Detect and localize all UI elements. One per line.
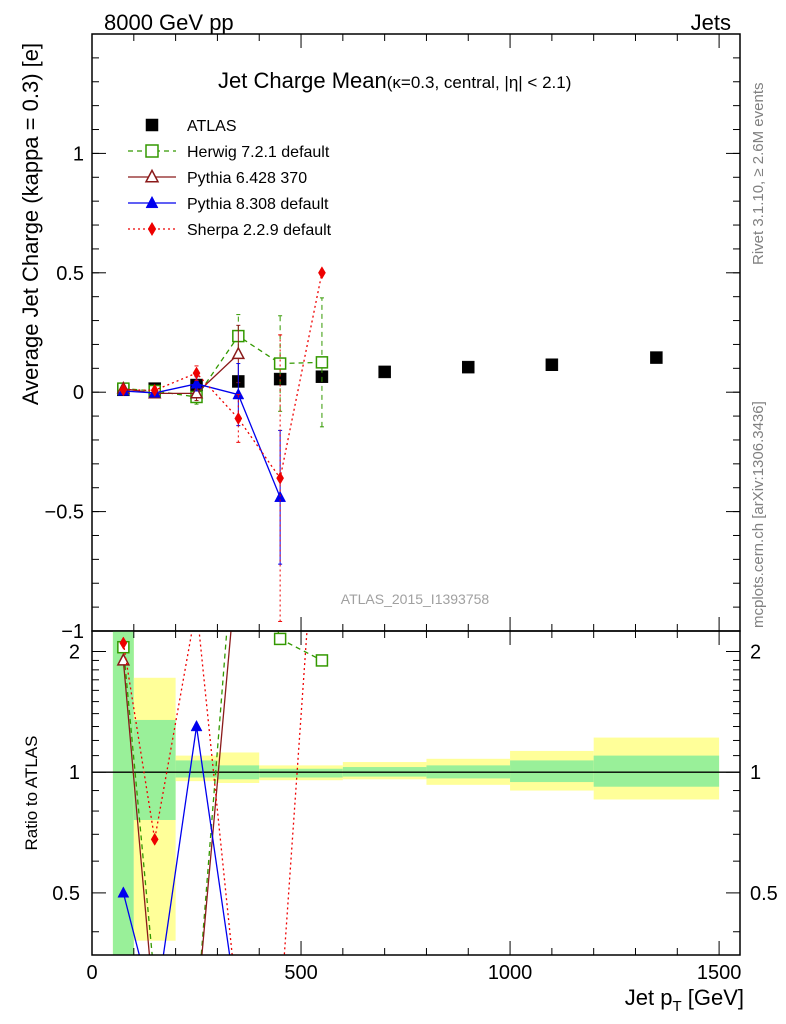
xtick-label: 0 xyxy=(86,962,97,984)
ratio-band-inner xyxy=(259,768,343,778)
main-ytick-label: 0 xyxy=(73,382,84,404)
main-data-point xyxy=(231,346,246,360)
main-data-point xyxy=(462,360,475,374)
main-series-line xyxy=(123,335,322,398)
header-left: 8000 GeV pp xyxy=(104,10,234,35)
x-axis-label: Jet pT [GeV] xyxy=(625,985,744,1015)
legend-item-4: Sherpa 2.2.9 default xyxy=(128,221,332,239)
ratio-band-inner xyxy=(112,631,134,955)
main-ytick-label: 1 xyxy=(73,143,84,165)
main-data-point xyxy=(232,388,245,400)
main-data-point xyxy=(189,385,204,399)
main-data-point xyxy=(273,357,287,370)
ratio-axes: 0.5 0.5 1 1 2 2 0 500 1000 1500 xyxy=(52,631,778,984)
ratio-data-point xyxy=(119,636,128,650)
main-data-point xyxy=(318,266,326,280)
main-data-point xyxy=(119,383,128,397)
ratio-plot-frame xyxy=(91,630,741,956)
ratio-series-line xyxy=(122,631,232,955)
ratio-data-point xyxy=(315,654,329,667)
ratio-plot-content xyxy=(92,631,740,955)
xtick-label: 500 xyxy=(284,962,317,984)
ratio-plot: 0.5 0.5 1 1 2 2 0 500 1000 1500 Ratio to ATLAS Je… xyxy=(22,630,778,1015)
rivet-label: Rivet 3.1.10, ≥ 2.6M events xyxy=(750,83,767,266)
ratio-data-point xyxy=(273,632,287,646)
ratio-series-2 xyxy=(117,719,231,955)
main-ytick-label: 0.5 xyxy=(56,263,84,285)
main-series-1 xyxy=(117,297,329,428)
mcplots-label: mcplots.cern.ch [arXiv:1306.3436] xyxy=(750,401,767,628)
main-data-point xyxy=(150,383,159,397)
main-data-point xyxy=(234,411,243,426)
main-data-point xyxy=(276,471,284,485)
legend-marker xyxy=(145,144,159,158)
ratio-series-line xyxy=(122,631,323,955)
main-data-point xyxy=(378,365,391,379)
analysis-label: ATLAS_2015_I1393758 xyxy=(341,591,490,607)
legend: ATLAS Herwig 7.2.1 default Pythia 6.428 37… xyxy=(128,118,332,239)
main-plot: −1 −0.5 0 0.5 1 Jet Charge Mean(κ=0.3, centr… xyxy=(18,33,741,643)
ratio-data-point xyxy=(117,886,130,898)
main-data-point xyxy=(650,351,663,364)
ratio-band-inner xyxy=(593,755,720,787)
header-right: Jets xyxy=(691,10,731,35)
main-title: Jet Charge Mean(κ=0.3, central, |η| < 2.… xyxy=(218,68,571,93)
main-plot-content xyxy=(116,266,663,622)
main-title-subtitle: (κ=0.3, central, |η| < 2.1) xyxy=(387,73,572,92)
legend-label: Sherpa 2.2.9 default xyxy=(187,222,332,239)
legend-marker xyxy=(144,168,160,183)
ratio-ytick-label-right: 0.5 xyxy=(750,883,778,905)
legend-marker xyxy=(145,118,159,132)
x-axis-label-subscript: T xyxy=(672,998,681,1015)
main-series-line xyxy=(123,272,323,480)
main-data-point xyxy=(545,358,559,371)
ratio-band-inner xyxy=(133,719,176,820)
main-ytick-label: −1 xyxy=(61,621,84,643)
legend-item-3: Pythia 8.308 default xyxy=(128,195,329,213)
main-data-point xyxy=(192,366,201,380)
ratio-data-point xyxy=(190,719,203,732)
ratio-series-line xyxy=(122,631,308,955)
legend-item-1: Herwig 7.2.1 default xyxy=(128,144,330,161)
legend-label: ATLAS xyxy=(187,118,237,135)
x-axis-label-unit: [GeV] xyxy=(682,985,744,1010)
legend-marker xyxy=(147,221,157,237)
main-series-line xyxy=(123,353,239,395)
ratio-band-inner xyxy=(175,760,218,778)
ratio-ytick-label-left: 1 xyxy=(69,762,80,784)
main-ytick-label: −0.5 xyxy=(45,502,84,524)
legend-item-0: ATLAS xyxy=(145,118,237,135)
ratio-ylabel: Ratio to ATLAS xyxy=(22,736,41,851)
legend-label: Herwig 7.2.1 default xyxy=(187,144,330,161)
main-title-text: Jet Charge Mean xyxy=(218,68,387,93)
xtick-label: 1000 xyxy=(488,962,533,984)
ratio-ytick-label-right: 1 xyxy=(750,762,761,784)
legend-marker xyxy=(145,195,159,209)
ratio-series-3 xyxy=(119,631,308,955)
main-series-4 xyxy=(119,266,326,622)
legend-item-2: Pythia 6.428 370 xyxy=(128,168,307,187)
legend-label: Pythia 6.428 370 xyxy=(187,170,307,187)
main-ylabel: Average Jet Charge (kappa = 0.3) [e] xyxy=(18,43,43,405)
main-data-point xyxy=(315,356,329,369)
ratio-ytick-label-right: 2 xyxy=(750,642,761,664)
main-data-point xyxy=(190,377,203,389)
ratio-band-inner xyxy=(510,760,594,783)
ratio-ytick-label-left: 0.5 xyxy=(52,883,80,905)
legend-label: Pythia 8.308 default xyxy=(187,196,329,213)
ratio-data-point xyxy=(150,832,159,846)
ratio-ytick-label-left: 2 xyxy=(69,642,80,664)
xtick-label: 1500 xyxy=(697,962,742,984)
